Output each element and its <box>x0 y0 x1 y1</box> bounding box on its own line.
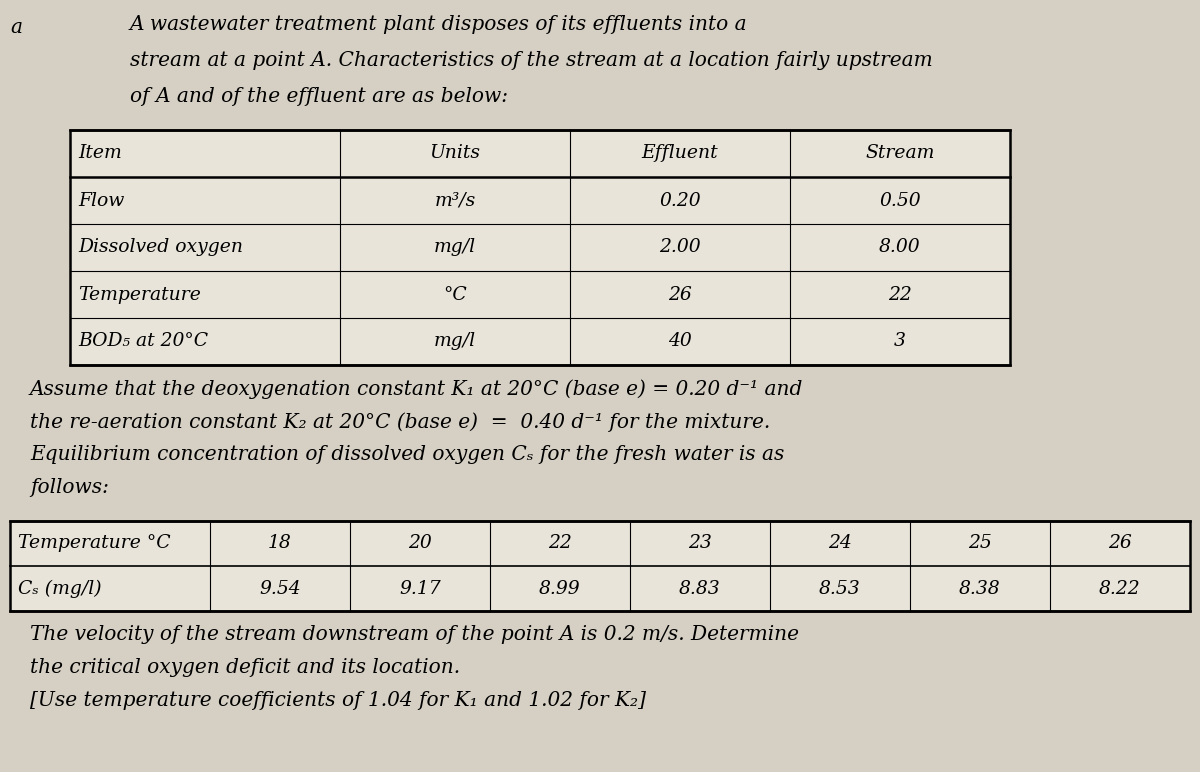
Text: 0.50: 0.50 <box>880 191 920 209</box>
Text: 9.17: 9.17 <box>400 580 440 598</box>
Text: BOD₅ at 20°C: BOD₅ at 20°C <box>78 333 208 350</box>
Bar <box>10 521 1190 611</box>
Text: Item: Item <box>78 144 121 162</box>
Text: 9.54: 9.54 <box>259 580 301 598</box>
Text: Assume that the deoxygenation constant K₁ at 20°C (base e) = 0.20 d⁻¹ and: Assume that the deoxygenation constant K… <box>30 379 803 398</box>
Text: the re-aeration constant K₂ at 20°C (base e)  =  0.40 d⁻¹ for the mixture.: the re-aeration constant K₂ at 20°C (bas… <box>30 412 770 432</box>
Text: follows:: follows: <box>30 478 109 497</box>
Text: a: a <box>10 18 22 37</box>
Text: 24: 24 <box>828 534 852 553</box>
Text: 22: 22 <box>888 286 912 303</box>
Text: Temperature: Temperature <box>78 286 200 303</box>
Text: 8.53: 8.53 <box>820 580 860 598</box>
Text: Equilibrium concentration of dissolved oxygen Cₛ for the fresh water is as: Equilibrium concentration of dissolved o… <box>30 445 785 464</box>
Text: Cₛ (mg/l): Cₛ (mg/l) <box>18 579 102 598</box>
Text: of A and of the effluent are as below:: of A and of the effluent are as below: <box>130 87 508 106</box>
Text: 8.00: 8.00 <box>880 239 920 256</box>
Text: Temperature °C: Temperature °C <box>18 534 170 553</box>
Text: m³/s: m³/s <box>434 191 475 209</box>
Text: 18: 18 <box>268 534 292 553</box>
Text: Effluent: Effluent <box>642 144 719 162</box>
Text: 8.99: 8.99 <box>539 580 581 598</box>
Text: 26: 26 <box>1108 534 1132 553</box>
Text: 8.38: 8.38 <box>959 580 1001 598</box>
Text: [Use temperature coefficients of 1.04 for K₁ and 1.02 for K₂]: [Use temperature coefficients of 1.04 fo… <box>30 691 646 710</box>
Text: A wastewater treatment plant disposes of its effluents into a: A wastewater treatment plant disposes of… <box>130 15 748 34</box>
Text: Dissolved oxygen: Dissolved oxygen <box>78 239 242 256</box>
Text: 22: 22 <box>548 534 572 553</box>
Text: 23: 23 <box>688 534 712 553</box>
Text: 2.00: 2.00 <box>659 239 701 256</box>
Text: 20: 20 <box>408 534 432 553</box>
Text: the critical oxygen deficit and its location.: the critical oxygen deficit and its loca… <box>30 658 460 677</box>
Text: 8.83: 8.83 <box>679 580 721 598</box>
Text: Flow: Flow <box>78 191 125 209</box>
Text: mg/l: mg/l <box>434 333 476 350</box>
Text: °C: °C <box>443 286 467 303</box>
Bar <box>70 130 1010 365</box>
Text: stream at a point A. Characteristics of the stream at a location fairly upstream: stream at a point A. Characteristics of … <box>130 51 932 70</box>
Text: 0.20: 0.20 <box>659 191 701 209</box>
Text: mg/l: mg/l <box>434 239 476 256</box>
Text: Units: Units <box>430 144 480 162</box>
Text: The velocity of the stream downstream of the point A is 0.2 m/s. Determine: The velocity of the stream downstream of… <box>30 625 799 644</box>
Text: 3: 3 <box>894 333 906 350</box>
Text: 25: 25 <box>968 534 992 553</box>
Text: 8.22: 8.22 <box>1099 580 1141 598</box>
Text: 40: 40 <box>668 333 692 350</box>
Text: 26: 26 <box>668 286 692 303</box>
Text: Stream: Stream <box>865 144 935 162</box>
